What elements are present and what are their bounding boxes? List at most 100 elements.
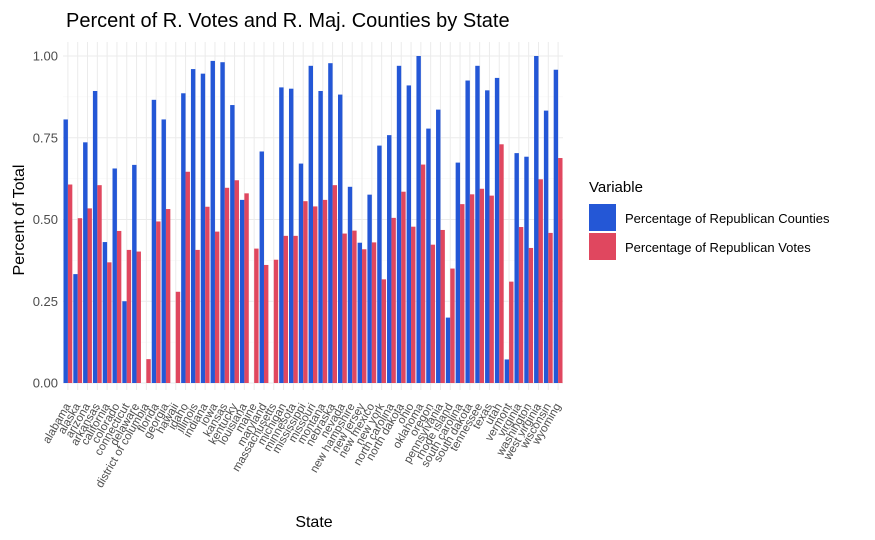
bar-republican-counties	[347, 186, 353, 383]
legend-label: Percentage of Republican Counties	[625, 211, 830, 226]
bar-republican-counties	[63, 119, 68, 384]
bar-republican-votes	[313, 206, 318, 383]
bar-republican-counties	[181, 93, 186, 383]
bar-republican-counties	[220, 62, 225, 383]
bar-republican-votes	[77, 218, 83, 383]
bar-republican-votes	[528, 247, 534, 383]
bar-republican-votes	[518, 227, 524, 383]
bar-republican-counties	[161, 119, 166, 384]
bar-republican-counties	[122, 301, 127, 383]
bar-republican-votes	[322, 199, 328, 383]
y-tick-label: 0.25	[33, 294, 58, 309]
legend-label: Percentage of Republican Votes	[625, 240, 811, 255]
bar-republican-votes	[195, 249, 200, 383]
bar-republican-counties	[338, 94, 343, 383]
bar-republican-counties	[475, 65, 480, 383]
bar-republican-counties	[455, 162, 461, 383]
bar-republican-votes	[293, 235, 298, 383]
bar-republican-votes	[391, 217, 396, 383]
bar-republican-votes	[558, 158, 563, 383]
bar-republican-counties	[230, 105, 235, 384]
bar-republican-counties	[534, 56, 539, 383]
legend-key	[589, 233, 616, 260]
bar-republican-counties	[426, 128, 431, 383]
bar-republican-votes	[146, 359, 151, 383]
bar-republican-counties	[445, 317, 451, 383]
bar-republican-votes	[175, 291, 181, 383]
bar-republican-votes	[362, 249, 367, 383]
bar-republican-votes	[489, 195, 494, 383]
bar-republican-counties	[200, 73, 206, 384]
bar-republican-counties	[279, 87, 284, 383]
bar-republican-votes	[509, 281, 514, 383]
bar-republican-votes	[205, 206, 210, 383]
bar-republican-votes	[420, 164, 426, 383]
bar-republican-counties	[259, 151, 264, 383]
bar-republican-counties	[112, 168, 117, 383]
bar-republican-votes	[67, 184, 73, 383]
bar-republican-counties	[553, 69, 559, 383]
bar-republican-votes	[107, 262, 112, 383]
bar-republican-counties	[406, 85, 412, 384]
bar-republican-votes	[352, 230, 357, 383]
bar-republican-counties	[514, 153, 519, 383]
bar-republican-votes	[440, 229, 445, 383]
bar-republican-counties	[377, 145, 382, 383]
bar-republican-votes	[450, 268, 455, 383]
bar-republican-counties	[318, 90, 323, 383]
bar-republican-votes	[185, 171, 190, 383]
bar-republican-votes	[273, 259, 279, 383]
bar-republican-counties	[357, 242, 363, 383]
bar-republican-counties	[416, 56, 421, 383]
bar-republican-votes	[116, 230, 122, 383]
bar-republican-votes	[87, 208, 92, 383]
bar-republican-counties	[308, 65, 313, 383]
bar-republican-counties	[436, 109, 441, 384]
bar-republican-votes	[381, 279, 387, 383]
bar-republican-votes	[401, 191, 406, 383]
bar-republican-votes	[156, 221, 161, 383]
bar-republican-votes	[303, 201, 308, 383]
y-tick-label: 0.75	[33, 130, 58, 145]
y-tick-label: 0.50	[33, 212, 58, 227]
bar-republican-votes	[469, 194, 475, 383]
bar-republican-counties	[396, 65, 402, 383]
bar-republican-votes	[499, 144, 504, 383]
bar-republican-votes	[538, 179, 543, 383]
bar-republican-counties	[387, 135, 392, 383]
bar-republican-votes	[342, 233, 347, 383]
bar-republican-counties	[151, 99, 157, 384]
bar-republican-votes	[234, 180, 239, 383]
bar-republican-votes	[126, 249, 132, 383]
bar-republican-votes	[332, 185, 338, 383]
bar-republican-votes	[479, 188, 485, 383]
bar-republican-votes	[214, 231, 220, 383]
bar-republican-counties	[524, 156, 529, 383]
bar-republican-counties	[494, 77, 500, 383]
bar-republican-counties	[92, 90, 98, 383]
legend: Variable Percentage of Republican Counti…	[589, 179, 830, 260]
bar-republican-counties	[210, 60, 215, 383]
y-axis-title: Percent of Total	[11, 165, 28, 276]
y-tick-label: 0.00	[33, 376, 58, 391]
bar-republican-votes	[548, 232, 553, 383]
bar-republican-votes	[283, 235, 288, 383]
y-axis-ticks: 0.00 0.25 0.50 0.75 1.00	[33, 49, 58, 391]
bar-republican-votes	[430, 244, 436, 383]
bar-republican-votes	[165, 209, 171, 383]
bars	[63, 56, 563, 384]
bar-republican-votes	[244, 193, 249, 383]
bar-republican-votes	[136, 251, 141, 383]
bar-republican-counties	[298, 163, 304, 383]
bar-republican-counties	[465, 80, 470, 384]
bar-republican-votes	[460, 204, 465, 383]
bar-republican-counties	[190, 69, 196, 383]
bar-republican-votes	[97, 185, 102, 383]
bar-republican-counties	[543, 110, 549, 383]
bar-republican-counties	[367, 194, 372, 383]
x-axis-title: State	[295, 514, 332, 531]
chart-title: Percent of R. Votes and R. Maj. Counties…	[66, 10, 510, 32]
x-axis-ticks: alabamaalaskaarizonaarkansascaliforniaco…	[41, 401, 564, 490]
bar-republican-counties	[73, 274, 78, 383]
